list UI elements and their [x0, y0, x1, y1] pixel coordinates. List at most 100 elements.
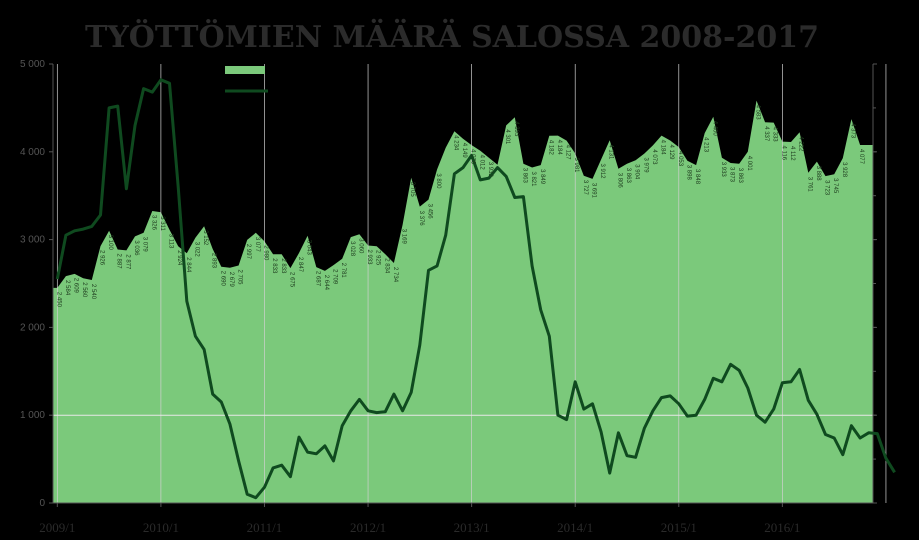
data-label: 3 806	[616, 173, 622, 189]
data-label: 4 400	[711, 121, 717, 137]
data-label: 2 690	[219, 271, 225, 287]
data-label: 4 337	[763, 126, 769, 142]
x-tick-label: 2010/1	[143, 520, 179, 535]
data-label: 3 849	[539, 169, 545, 185]
x-tick-label: 2015/1	[661, 520, 697, 535]
data-label: 3 933	[720, 162, 726, 178]
data-label: 3 077	[254, 237, 260, 253]
data-label: 2 560	[81, 282, 87, 298]
x-tick-label: 2009/1	[39, 520, 75, 535]
data-label: 2 709	[331, 269, 337, 285]
data-label: 4 131	[608, 144, 614, 160]
data-label: 4 001	[746, 156, 752, 172]
x-tick-label: 2011/1	[247, 520, 283, 535]
data-label: 3 932	[487, 162, 493, 178]
legend-area-swatch	[225, 66, 265, 74]
chart-title: TYÖTTÖMIEN MÄÄRÄ SALOSSA 2008-2017	[85, 18, 819, 55]
data-label: 2 687	[314, 271, 320, 287]
data-label: 3 888	[815, 166, 821, 182]
data-label: 4 012	[478, 155, 484, 171]
data-label: 3 169	[401, 229, 407, 245]
line-series	[55, 78, 896, 500]
data-label: 3 022	[193, 242, 199, 258]
x-tick-label: 2012/1	[350, 520, 386, 535]
y-tick-label: 3 000	[20, 235, 45, 246]
data-label: 2 833	[280, 258, 286, 274]
data-label: 3 898	[685, 165, 691, 181]
x-tick-label: 2016/1	[764, 520, 800, 535]
data-label: 2 540	[90, 284, 96, 300]
data-label: 3 727	[582, 180, 588, 196]
data-label: 4 333	[772, 127, 778, 143]
data-label: 3 863	[521, 168, 527, 184]
data-label: 4 393	[513, 121, 519, 137]
data-label: 3 981	[573, 158, 579, 174]
data-label: 4 213	[703, 137, 709, 153]
data-label: 2 450	[55, 292, 61, 308]
data-label: 3 745	[832, 178, 838, 194]
data-label: 2 893	[211, 253, 217, 269]
data-label: 3 723	[823, 180, 829, 196]
data-label: 3 705	[409, 182, 415, 198]
data-label: 3 376	[418, 211, 424, 227]
data-label: 3 152	[202, 230, 208, 246]
data-label: 4 116	[780, 146, 786, 161]
data-label: 4 073	[651, 149, 657, 165]
plot-area: 0 1 000 2 000 3 000 4 000 5 000 2009/1 2010/1 20…	[20, 59, 896, 535]
data-label: 3 821	[530, 171, 536, 187]
data-label: 3 761	[806, 177, 812, 193]
y-tick-label: 5 000	[20, 59, 45, 70]
data-label: 3 326	[150, 215, 156, 231]
data-label: 4 373	[849, 123, 855, 139]
data-label: 4 149	[461, 143, 467, 159]
y-tick-label: 0	[39, 498, 45, 509]
data-label: 2 734	[392, 267, 398, 283]
area-series	[53, 100, 873, 503]
data-label: 3 873	[729, 167, 735, 183]
data-label: 3 691	[590, 183, 596, 199]
data-label: 3 036	[133, 240, 139, 256]
y-tick-label: 1 000	[20, 410, 45, 421]
data-label: 3 311	[159, 216, 165, 231]
data-label: 4 112	[789, 146, 795, 161]
data-label: 3 912	[599, 164, 605, 180]
data-label: 2 781	[340, 263, 346, 279]
x-tick-label: 2014/1	[557, 520, 593, 535]
y-tick-label: 2 000	[20, 322, 45, 333]
data-label: 3 979	[642, 158, 648, 174]
data-label: 2 933	[366, 249, 372, 265]
data-label: 3 043	[306, 240, 312, 256]
data-label: 2 675	[288, 272, 294, 288]
data-label: 2 924	[176, 250, 182, 266]
data-label: 4 129	[668, 144, 674, 160]
data-label: 3 028	[349, 241, 355, 257]
data-label: 4 182	[547, 140, 553, 156]
data-label: 3 863	[625, 168, 631, 184]
data-label: 3 928	[841, 162, 847, 178]
data-label: 3 800	[435, 173, 441, 189]
data-label: 4 301	[504, 129, 510, 145]
data-label: 2 877	[124, 254, 130, 270]
data-label: 2 997	[245, 244, 251, 260]
data-label: 3 863	[737, 168, 743, 184]
data-label: 2 926	[99, 250, 105, 266]
data-label: 4 184	[659, 140, 665, 156]
data-label: 4 053	[677, 151, 683, 167]
y-tick-label: 4 000	[20, 147, 45, 158]
data-label: 3 079	[142, 237, 148, 253]
data-label: 2 834	[383, 258, 389, 274]
data-label: 2 980	[263, 245, 269, 261]
data-label: 4 077	[858, 149, 864, 165]
data-label: 4 184	[556, 140, 562, 156]
data-label: 4 583	[754, 105, 760, 121]
data-label: 4 222	[798, 136, 804, 152]
data-label: 3 113	[168, 234, 174, 249]
data-label: 2 705	[237, 269, 243, 285]
data-label: 2 644	[323, 275, 329, 291]
data-label: 3 904	[634, 164, 640, 180]
legend	[225, 66, 268, 93]
data-label: 2 609	[73, 278, 79, 294]
data-label: 4 076	[470, 149, 476, 165]
data-label: 3 848	[694, 169, 700, 185]
